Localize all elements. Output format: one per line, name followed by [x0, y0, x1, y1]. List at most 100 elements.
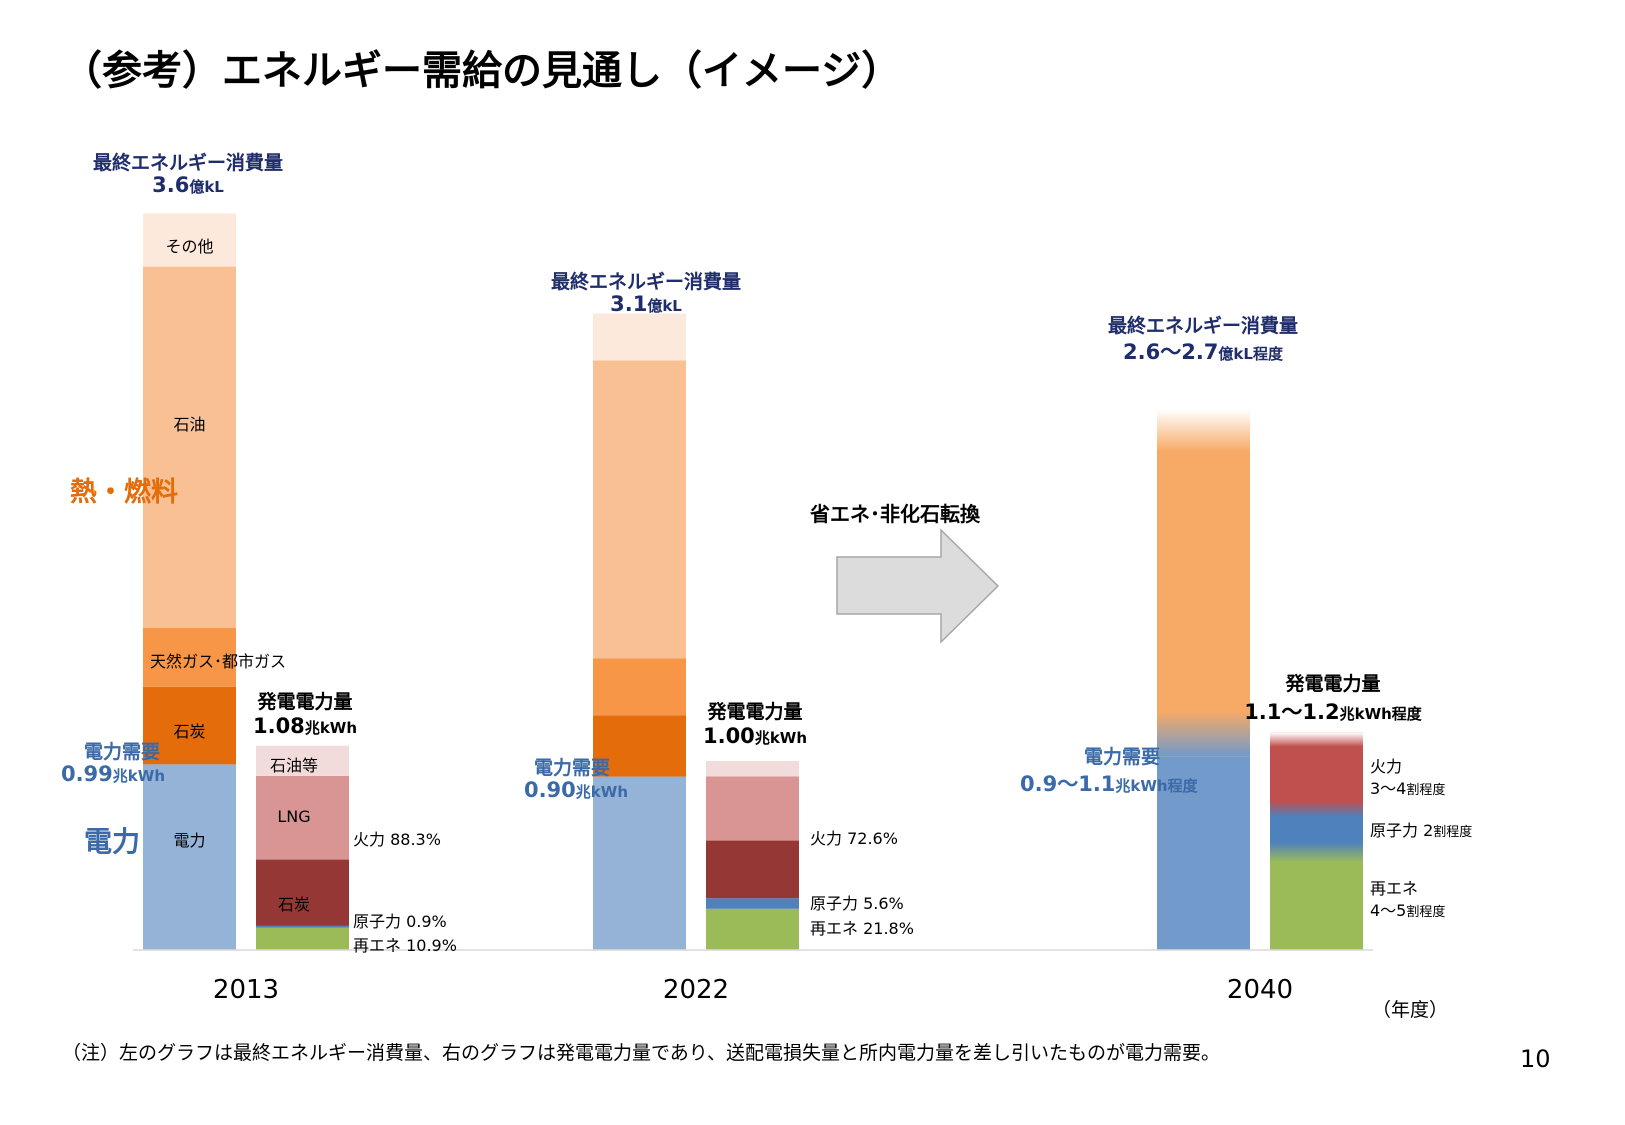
callout-renew-2013: 再エネ 10.9%: [353, 936, 457, 955]
energy-bar-2013-0: [143, 764, 236, 950]
gen-heading-2040: 発電電力量: [1285, 673, 1381, 695]
suffix: 割程度: [1406, 783, 1446, 798]
callout-nuclear-2013: 原子力 0.9%: [353, 912, 447, 931]
seg-label-coal: 石炭: [173, 722, 206, 741]
energy-bar-2022-0: [593, 776, 686, 950]
gen-total-2013: 1.08兆kWh: [230, 714, 380, 738]
generation-bar-2013-1: [256, 925, 349, 928]
demand-heading-2040: 電力需要: [1083, 746, 1160, 768]
energy-fade-top-2040: [1157, 409, 1250, 452]
callout-thermal-2022: 火力 72.6%: [810, 829, 898, 848]
value: 2.6〜2.7: [1123, 340, 1219, 364]
gen-fade-top-2040: [1270, 732, 1363, 747]
share: 2: [1423, 821, 1434, 840]
demand-heading-2013: 電力需要: [83, 741, 160, 763]
suffix: 程度: [1252, 345, 1283, 363]
seg-label-gas: 天然ガス･都市ガス: [150, 652, 287, 671]
seg-label-gen-oil: 石油等: [269, 756, 318, 775]
generation-bar-2013-0: [256, 927, 349, 950]
label: 原子力: [1370, 821, 1419, 840]
footnote: （注）左のグラフは最終エネルギー消費量、右のグラフは発電電力量であり、送配電損失…: [62, 1042, 1221, 1064]
generation-bar-2022-3: [706, 776, 799, 841]
seg-label-other: その他: [165, 237, 214, 256]
value: 3.1: [610, 292, 648, 316]
energy-bar-2013-3: [143, 266, 236, 628]
generation-bar-2022-1: [706, 898, 799, 909]
x-tick-2040: 2040: [1226, 975, 1294, 1005]
gen-total-2040: 1.1〜1.2兆kWh程度: [1218, 696, 1448, 726]
demand-value-2040: 0.9〜1.1兆kWh程度: [1020, 768, 1230, 798]
generation-bar-2022-0: [706, 908, 799, 950]
gen-heading-2013: 発電電力量: [257, 691, 353, 713]
side-label-heat: 熱・燃料: [70, 477, 178, 508]
value: 1.08: [252, 714, 305, 738]
seg-label-gen-lng: LNG: [277, 807, 311, 826]
callout-renew-2022: 再エネ 21.8%: [810, 919, 914, 938]
value: 0.90: [523, 778, 576, 802]
energy-total-2040: 2.6〜2.7億kL程度: [1085, 336, 1321, 366]
callout-thermal-2013: 火力 88.3%: [353, 830, 441, 849]
energy-bar-2022-1: [593, 715, 686, 777]
share: 3〜4: [1370, 779, 1407, 798]
label: 再エネ: [1370, 879, 1419, 898]
unit: 兆kWh: [754, 729, 808, 747]
generation-bar-2022-4: [706, 761, 799, 777]
energy-bar-2040-0: [1157, 756, 1250, 950]
energy-heading-2040: 最終エネルギー消費量: [1107, 315, 1298, 337]
suffix: 程度: [1391, 705, 1422, 723]
x-tick-2022: 2022: [662, 975, 730, 1005]
unit: 兆kWh: [304, 719, 358, 737]
value: 1.1〜1.2: [1244, 700, 1340, 724]
energy-total-2013: 3.6億kL: [90, 173, 286, 197]
value: 0.9〜1.1: [1020, 772, 1116, 796]
seg-label-oil: 石油: [173, 415, 206, 434]
unit: 兆kWh: [1115, 777, 1168, 795]
gen-blend-red-blue-2040: [1270, 800, 1363, 817]
unit: 兆kWh: [112, 767, 165, 785]
unit: 億kL: [1218, 345, 1253, 363]
callout-thermal-2040: 火力 3〜4割程度: [1370, 756, 1445, 802]
unit: 億kL: [189, 178, 224, 196]
side-label-power: 電力: [84, 825, 141, 858]
energy-heading-2013: 最終エネルギー消費量: [92, 152, 283, 174]
energy-bar-2022-2: [593, 658, 686, 716]
page-number: 10: [1520, 1045, 1551, 1073]
gen-blend-blue-green-2040: [1270, 842, 1363, 863]
energy-bar-2022-4: [593, 313, 686, 361]
seg-label-gen-coal: 石炭: [277, 895, 310, 914]
energy-bar-2013-4: [143, 213, 236, 267]
generation-bar-2013-4: [256, 745, 349, 776]
gen-heading-2022: 発電電力量: [707, 701, 803, 723]
value: 3.6: [152, 173, 190, 197]
share: 4〜5: [1370, 901, 1407, 920]
page-title: （参考）エネルギー需給の見通し（イメージ）: [62, 48, 902, 94]
label: 火力: [1370, 757, 1403, 776]
seg-label-power: 電力: [173, 831, 206, 850]
energy-bar-2013-2: [143, 627, 236, 687]
energy-bar-2022-3: [593, 360, 686, 659]
callout-nuclear-2040: 原子力 2割程度: [1370, 820, 1472, 844]
energy-bar-2013-1: [143, 686, 236, 765]
generation-bar-2040-0: [1270, 852, 1363, 950]
year-unit: （年度）: [1372, 999, 1449, 1021]
generation-bar-2013-3: [256, 775, 349, 860]
arrow-label: 省エネ･非化石転換: [810, 502, 980, 526]
energy-total-2022: 3.1億kL: [548, 292, 744, 316]
unit: 兆kWh: [1339, 705, 1392, 723]
generation-bar-2022-2: [706, 840, 799, 899]
energy-bar-2040-3: [1157, 440, 1250, 757]
generation-bar-2013-2: [256, 859, 349, 926]
value: 1.00: [702, 724, 755, 748]
suffix: 割程度: [1433, 825, 1473, 840]
arrow-icon: [836, 528, 1000, 644]
value: 0.99: [60, 762, 113, 786]
x-tick-2013: 2013: [212, 975, 280, 1005]
demand-heading-2022: 電力需要: [533, 757, 610, 779]
callout-nuclear-2022: 原子力 5.6%: [810, 894, 904, 913]
demand-value-2013: 0.99兆kWh: [40, 762, 165, 786]
energy-heading-2022: 最終エネルギー消費量: [550, 271, 741, 293]
unit: 億kL: [647, 297, 682, 315]
callout-renew-2040: 再エネ 4〜5割程度: [1370, 878, 1445, 924]
